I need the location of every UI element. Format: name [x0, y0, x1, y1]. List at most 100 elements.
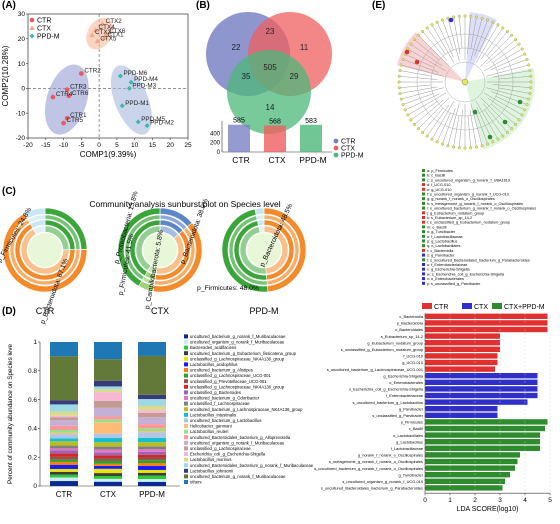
lda-legend-swatch [462, 303, 472, 309]
sunburst-slice [135, 225, 161, 272]
group-ellipse [44, 64, 89, 135]
legend-swatch [184, 435, 188, 440]
scatter-point [117, 73, 123, 79]
stacked-segment [94, 478, 122, 482]
cladogram-legend-label: x: o_Enterobacterales [427, 277, 464, 281]
total-bar [264, 125, 286, 152]
clade-node [401, 57, 405, 61]
lda-bar-label: g_Lactobacillus [396, 439, 423, 444]
scatter-point [89, 32, 95, 38]
point-label: PPD-M6 [123, 70, 147, 77]
x-tick-label: 5 [115, 142, 119, 149]
legend-label: uncultured_bacterium_g_Eubacterium_fissi… [190, 351, 297, 356]
sunburst-slice [27, 214, 46, 224]
x-tick-label: -20 [23, 142, 33, 149]
legend-label: unclassified_g_Lachnospiraceae_UCG-001 [190, 373, 271, 378]
y-tick-label: 10 [18, 61, 26, 68]
clade-branch [467, 16, 472, 55]
clade-branch [486, 87, 529, 100]
legend-label: uncultured_organism_g_norank_f_Muribacul… [190, 440, 285, 445]
clade-branch [414, 39, 440, 61]
lda-bar-label: g_Eubacterium_nodatum_group [367, 340, 423, 345]
legend-swatch [184, 424, 188, 428]
stacked-segment [50, 456, 78, 460]
stacked-segment [138, 451, 166, 455]
legend-swatch [184, 418, 188, 423]
sunburst-slice [124, 214, 161, 281]
lda-bar [425, 419, 548, 425]
legend-label: uncultured_Bacteroidales_bacterium_g_All… [190, 435, 291, 440]
x-tick-label: 10 [131, 142, 139, 149]
point-label: CTX6 [109, 28, 126, 35]
y-tick-label: -10 [16, 110, 26, 117]
legend-marker [29, 33, 35, 39]
clade-marked-node [517, 99, 523, 105]
clade-node [446, 144, 450, 148]
legend-swatch [184, 379, 188, 384]
point-label: CTR6 [72, 90, 89, 97]
stacked-segment [138, 470, 166, 473]
stacked-segment [94, 442, 122, 447]
cladogram-legend-swatch [422, 272, 425, 276]
venn-count: 22 [232, 43, 241, 52]
cladogram-legend-swatch [422, 230, 425, 234]
venn-circle-ppdm [227, 50, 311, 134]
stacked-segment [138, 475, 166, 480]
clade-branch [402, 59, 439, 73]
sunburst-slice [117, 207, 161, 287]
clade-node [523, 108, 527, 112]
clade-marked-node [487, 134, 493, 140]
stacked-segment [50, 445, 78, 449]
legend-swatch [184, 401, 188, 406]
clade-node [409, 118, 413, 122]
stacked-segment [50, 481, 78, 486]
clade-node [435, 20, 439, 24]
clade-branch [402, 93, 434, 105]
legend-label: others [190, 480, 202, 485]
legend-label: Lactobacillus_reuteri [190, 429, 228, 434]
cladogram-legend-label: s: g_Parvibacter [427, 254, 455, 258]
sunburst-ctx: p_Proteobacteria: 13.8% p_Bacteroidota: 3… [113, 191, 209, 316]
stacked-segment [94, 452, 122, 456]
point-label: PPD-M4 [134, 76, 158, 83]
y-tick-label: 20 [18, 36, 26, 43]
clade-branch [467, 115, 472, 148]
cladogram-legend-swatch [422, 169, 425, 172]
legend-swatch [184, 362, 188, 367]
venn-legend-marker [333, 152, 339, 158]
x-axis-label: COMP1(9.39%) [80, 150, 137, 159]
legend-swatch [184, 440, 188, 445]
clade-branch [431, 100, 455, 140]
lda-bar [425, 425, 545, 432]
cladogram-legend-swatch [422, 267, 425, 271]
scatter-point [50, 94, 56, 100]
lda-bar-label: g_UCG-010 [402, 360, 424, 365]
clade-node [463, 146, 467, 150]
clade-branch [401, 64, 444, 77]
legend-label: Lactobacillus_johnsonii [190, 468, 233, 473]
legend-label: Escherichia_coli_g_Escherichia-Shigella [190, 452, 266, 457]
clade-node [409, 42, 413, 46]
lda-bar [425, 472, 510, 478]
clade-highlight-ctx [465, 12, 497, 82]
cladogram-legend-swatch [422, 192, 425, 196]
sunburst-group-label: PPD-M [250, 306, 279, 316]
clade-branch [410, 43, 443, 67]
stacked-segment [138, 399, 166, 406]
lda-bar-label: f_UCG-010 [403, 354, 424, 359]
scatter-frame [27, 13, 189, 139]
clade-node [399, 97, 403, 101]
venn-legend-label: CTR [341, 139, 355, 146]
clade-node [527, 63, 531, 67]
legend-label: uncultured_bacterium_g_norank_f_Muribacu… [190, 474, 286, 479]
clade-ring [444, 61, 486, 103]
stacked-segment [138, 428, 166, 432]
point-label: CTR3 [70, 84, 87, 91]
clade-branch [418, 97, 450, 129]
clade-root [461, 78, 469, 86]
cladogram-legend-label: q: o_Lactobacillales [427, 244, 460, 248]
lda-bar-label: s_uncultured_bacterium_g_norank_f_norank… [314, 466, 423, 471]
lda-bar-label: s_uncultured_Bacteroidales_bacterium_g_P… [321, 486, 423, 491]
clade-highlight-ctr [397, 32, 465, 82]
